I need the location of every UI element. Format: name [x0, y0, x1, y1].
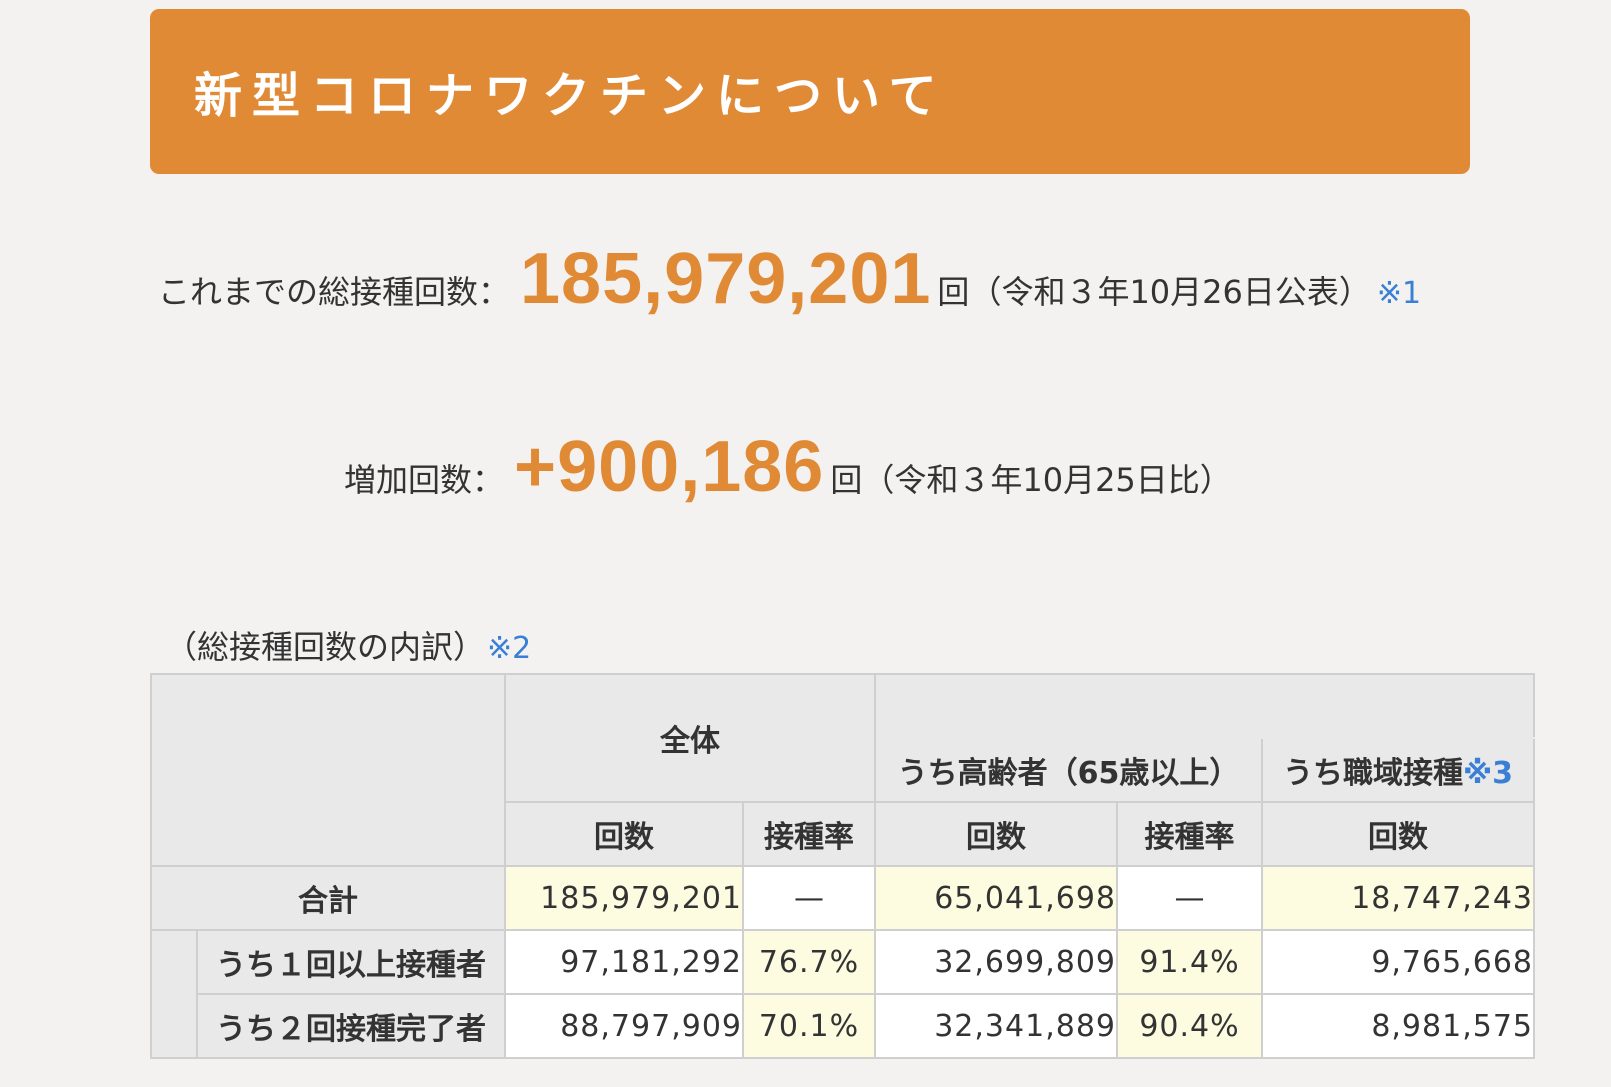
footnote-link-2[interactable]: ※2 — [487, 631, 532, 666]
header-group-all: 全体 — [504, 673, 876, 803]
cell-workplace-count: 8,981,575 — [1261, 993, 1535, 1059]
header-elderly-rate: 接種率 — [1116, 801, 1263, 867]
row-indent — [150, 929, 198, 1059]
increase-label: 増加回数： — [344, 461, 505, 499]
cell-workplace-count: 9,765,668 — [1261, 929, 1535, 995]
breakdown-caption-line: （総接種回数の内訳）※2 — [165, 622, 531, 668]
breakdown-caption: （総接種回数の内訳） — [165, 628, 486, 666]
cell-elderly-rate: — — [1116, 865, 1263, 931]
header-group-elderly: うち高齢者（65歳以上） — [874, 737, 1263, 803]
increase-value: +900,186 — [514, 427, 825, 507]
cell-all-count: 185,979,201 — [504, 865, 744, 931]
cell-elderly-rate: 91.4% — [1116, 929, 1263, 995]
increase-unit: 回 — [830, 461, 863, 499]
footnote-link-3[interactable]: ※3 — [1462, 756, 1514, 791]
cell-all-rate: — — [742, 865, 876, 931]
header-spacer — [874, 673, 1535, 739]
footnote-link-1[interactable]: ※1 — [1376, 276, 1422, 311]
vaccination-breakdown-table: 全体 うち高齢者（65歳以上） うち職域接種※3 回数 接種率 回数 接種率 回… — [150, 673, 1535, 1059]
table-header-row-columns: 回数 接種率 回数 接種率 回数 — [151, 801, 1535, 867]
total-doses-label: これまでの総接種回数： — [158, 273, 511, 311]
total-doses-value: 185,979,201 — [520, 239, 932, 319]
total-doses-unit: 回 — [937, 273, 970, 311]
cell-all-count: 97,181,292 — [504, 929, 744, 995]
row-label-second-dose: うち２回接種完了者 — [196, 993, 506, 1059]
header-group-workplace: うち職域接種※3 — [1261, 737, 1535, 803]
table-row-total: 合計 185,979,201 — 65,041,698 — 18,747,243 — [150, 865, 1535, 931]
table-row-second-dose: うち２回接種完了者 88,797,909 70.1% 32,341,889 90… — [151, 993, 1535, 1059]
header-all-count: 回数 — [504, 801, 744, 867]
header-all-rate: 接種率 — [742, 801, 876, 867]
cell-elderly-rate: 90.4% — [1116, 993, 1263, 1059]
cell-all-count: 88,797,909 — [504, 993, 744, 1059]
table-corner-cell — [150, 673, 506, 867]
cell-workplace-count: 18,747,243 — [1261, 865, 1535, 931]
header-group-workplace-label: うち職域接種 — [1282, 756, 1463, 791]
banner-title: 新型コロナワクチンについて — [194, 67, 947, 124]
section-banner: 新型コロナワクチンについて — [150, 9, 1470, 174]
cell-elderly-count: 32,341,889 — [874, 993, 1118, 1059]
row-label-total: 合計 — [150, 865, 506, 931]
total-doses-date-note: （令和３年10月26日公表） — [969, 273, 1371, 311]
row-label-first-dose: うち１回以上接種者 — [196, 929, 506, 995]
increase-date-note: （令和３年10月25日比） — [862, 461, 1232, 499]
table-row-first-dose: うち１回以上接種者 97,181,292 76.7% 32,699,809 91… — [150, 929, 1535, 1059]
cell-all-rate: 70.1% — [742, 993, 876, 1059]
increase-line: 増加回数： +900,186 回 （令和３年10月25日比） — [344, 426, 1232, 508]
cell-elderly-count: 32,699,809 — [874, 929, 1118, 995]
header-elderly-count: 回数 — [874, 801, 1118, 867]
cell-elderly-count: 65,041,698 — [874, 865, 1118, 931]
header-workplace-count: 回数 — [1261, 801, 1535, 867]
table-header-row-subgroups: うち高齢者（65歳以上） うち職域接種※3 — [151, 737, 1535, 803]
cell-all-rate: 76.7% — [742, 929, 876, 995]
total-doses-line: これまでの総接種回数： 185,979,201 回 （令和３年10月26日公表）… — [158, 238, 1421, 320]
table-header-row-groups: 全体 — [150, 673, 1535, 867]
